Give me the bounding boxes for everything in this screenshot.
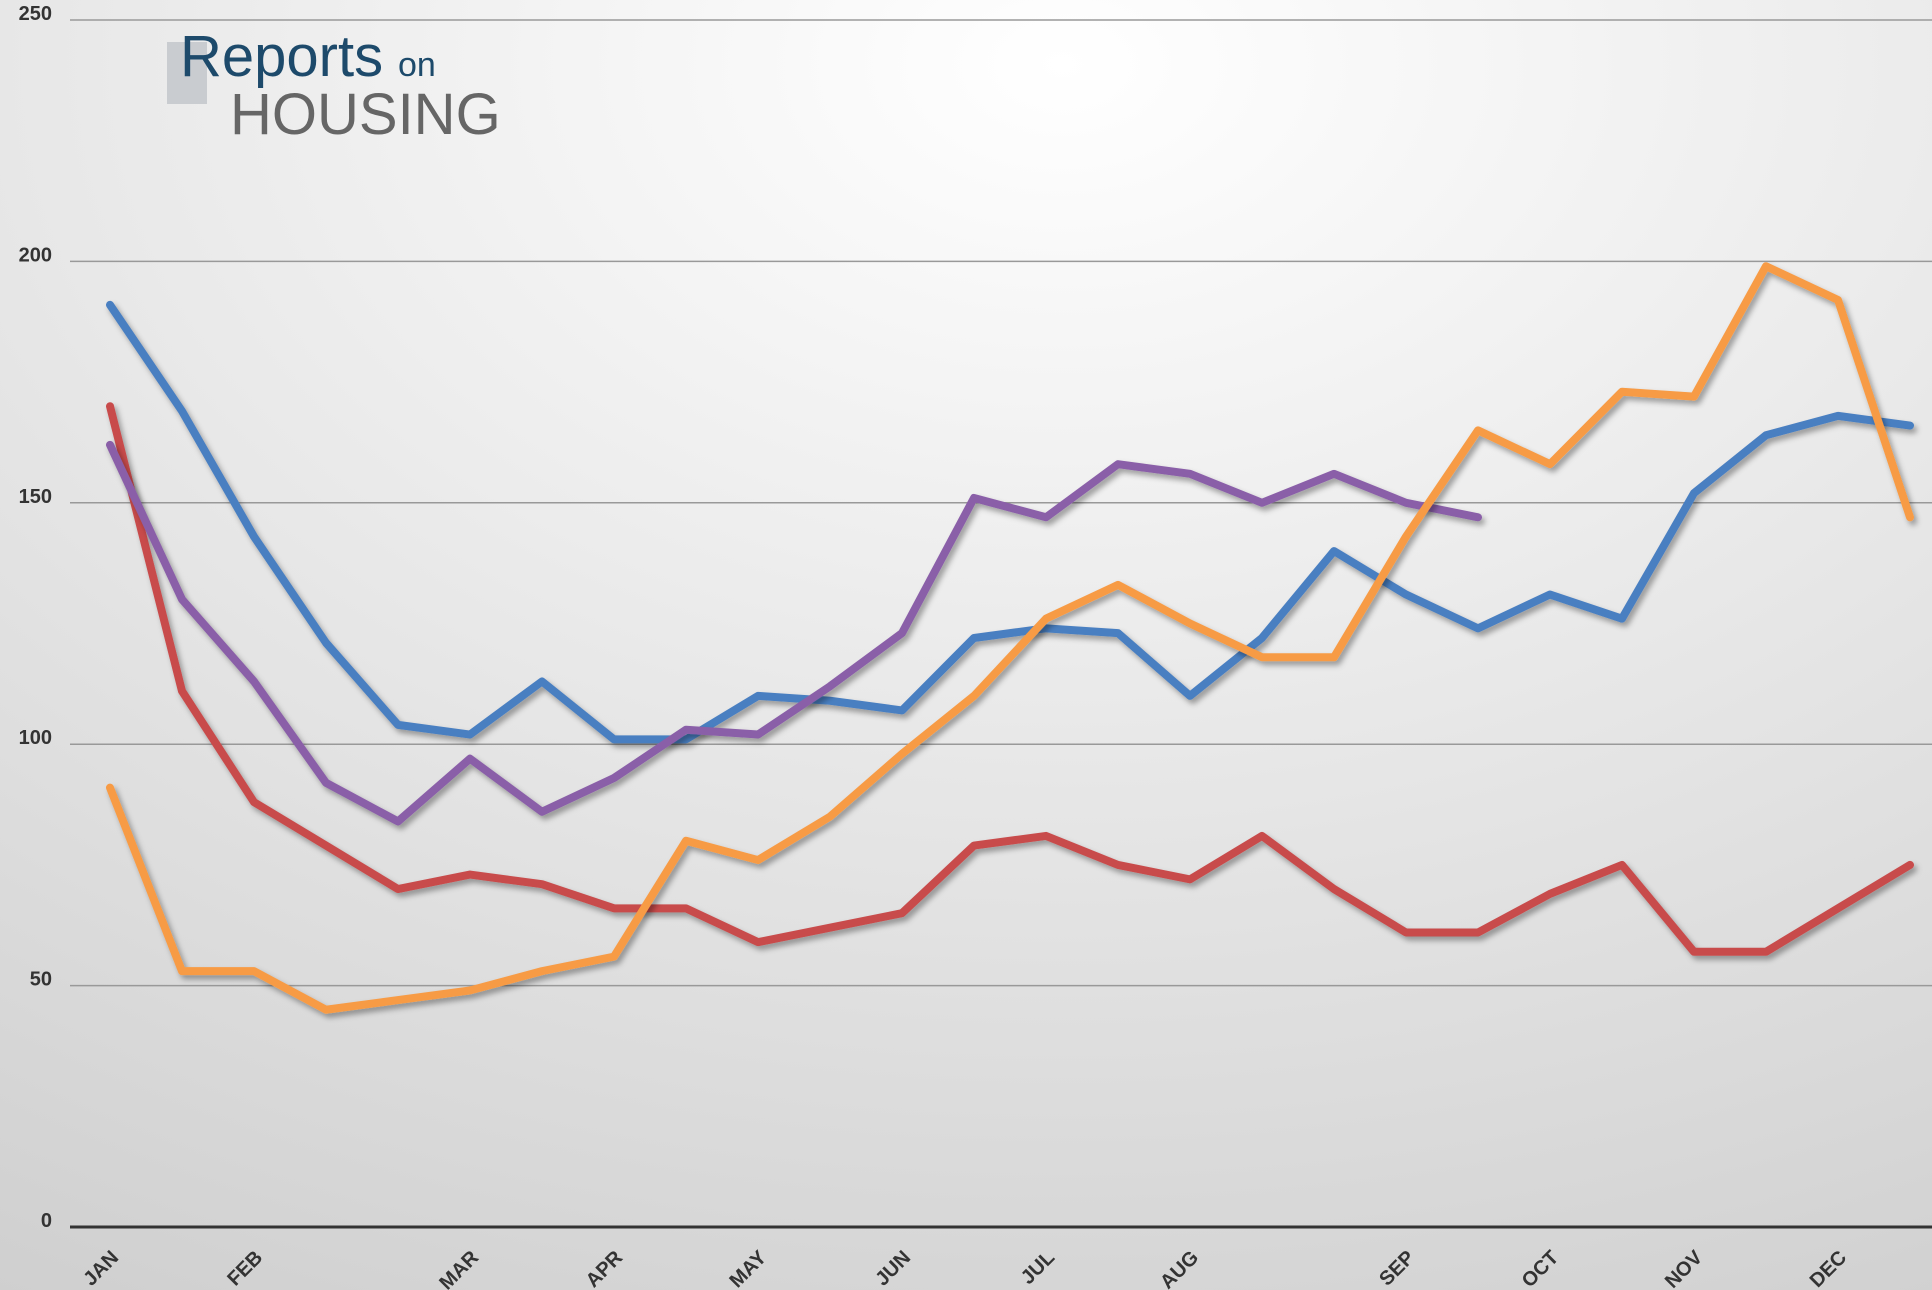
series-line	[106, 262, 1914, 1014]
series-line	[106, 300, 1914, 744]
y-tick-label: 0	[41, 1210, 52, 1232]
series-line	[106, 440, 1482, 826]
logo-reports: Reports	[180, 24, 383, 89]
series-line	[106, 402, 1914, 956]
logo-housing: HOUSING	[230, 82, 501, 147]
logo: Reports on HOUSING	[167, 24, 501, 147]
y-tick-label: 200	[19, 244, 52, 266]
y-tick-label: 50	[30, 969, 52, 991]
y-tick-label: 150	[19, 486, 52, 508]
logo-on: on	[398, 46, 436, 84]
y-tick-label: 250	[19, 3, 52, 25]
logo-mark	[167, 42, 207, 104]
y-tick-label: 100	[19, 727, 52, 749]
